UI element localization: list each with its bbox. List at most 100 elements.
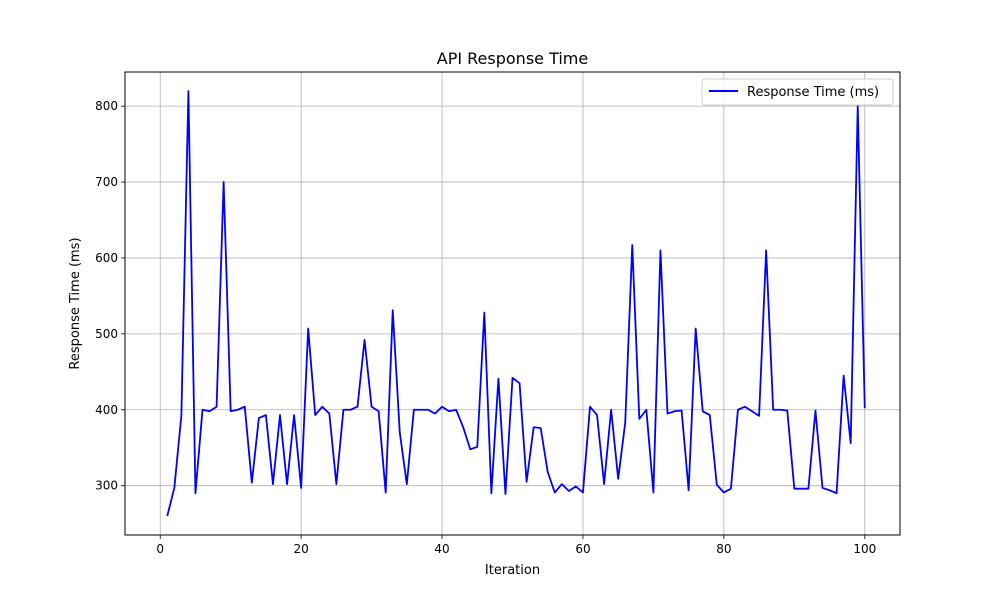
data-point <box>342 409 344 411</box>
data-point <box>448 410 450 412</box>
data-point <box>258 417 260 419</box>
data-point <box>406 483 408 485</box>
data-point <box>237 409 239 411</box>
data-point <box>194 492 196 494</box>
data-point <box>215 406 217 408</box>
data-point <box>624 421 626 423</box>
x-axis-ticks: 0 20 40 60 80 100 <box>156 535 876 556</box>
data-point <box>779 409 781 411</box>
data-point <box>384 491 386 493</box>
x-tick-label: 0 <box>156 542 164 556</box>
data-point <box>539 427 541 429</box>
data-point <box>835 492 837 494</box>
data-point <box>610 409 612 411</box>
data-point <box>420 409 422 411</box>
data-point <box>525 481 527 483</box>
data-point <box>568 490 570 492</box>
data-point <box>603 483 605 485</box>
data-point <box>279 414 281 416</box>
data-point <box>476 446 478 448</box>
data-point <box>392 309 394 311</box>
legend-label: Response Time (ms) <box>747 85 879 100</box>
data-point <box>328 412 330 414</box>
data-point <box>455 409 457 411</box>
data-point <box>434 412 436 414</box>
y-tick-label: 500 <box>95 327 118 341</box>
data-point <box>265 414 267 416</box>
data-point <box>413 409 415 411</box>
y-tick-label: 400 <box>95 403 118 417</box>
data-point <box>222 181 224 183</box>
data-point <box>490 492 492 494</box>
data-point <box>730 488 732 490</box>
data-point <box>229 410 231 412</box>
y-tick-label: 600 <box>95 251 118 265</box>
data-point <box>751 410 753 412</box>
data-point <box>737 409 739 411</box>
data-point <box>765 249 767 251</box>
data-point <box>504 493 506 495</box>
grid <box>125 72 900 535</box>
data-point <box>293 414 295 416</box>
y-axis-label: Response Time (ms) <box>68 237 83 369</box>
data-point <box>356 406 358 408</box>
data-point <box>814 409 816 411</box>
data-point <box>631 244 633 246</box>
plot-frame <box>124 71 901 536</box>
data-point <box>377 410 379 412</box>
data-point <box>399 431 401 433</box>
data-point <box>441 406 443 408</box>
data-point <box>469 448 471 450</box>
data-point <box>497 377 499 379</box>
data-point <box>645 409 647 411</box>
data-point <box>511 377 513 379</box>
data-point <box>702 410 704 412</box>
data-point <box>286 483 288 485</box>
data-point <box>370 406 372 408</box>
data-point <box>547 471 549 473</box>
data-point <box>244 406 246 408</box>
data-point <box>314 414 316 416</box>
legend: Response Time (ms) <box>701 78 894 106</box>
data-point <box>554 491 556 493</box>
x-tick-label: 60 <box>575 542 590 556</box>
data-point <box>652 491 654 493</box>
response-time-series-line <box>166 90 866 517</box>
y-tick-label: 800 <box>95 99 118 113</box>
x-tick-label: 40 <box>434 542 449 556</box>
x-tick-label: 80 <box>716 542 731 556</box>
data-point <box>864 407 866 409</box>
data-point <box>793 488 795 490</box>
data-point <box>800 488 802 490</box>
data-point <box>208 410 210 412</box>
data-point <box>638 418 640 420</box>
data-point <box>589 406 591 408</box>
data-point <box>201 409 203 411</box>
data-point <box>659 249 661 251</box>
legend-box <box>701 78 894 106</box>
data-point <box>561 483 563 485</box>
data-point <box>842 374 844 376</box>
data-point <box>427 409 429 411</box>
data-point <box>716 484 718 486</box>
data-point <box>300 487 302 489</box>
data-point <box>680 409 682 411</box>
series-layer <box>166 90 866 517</box>
x-axis-label: Iteration <box>485 563 540 578</box>
data-point <box>532 426 534 428</box>
y-axis-ticks: 300 400 500 600 700 800 <box>95 99 125 493</box>
data-point <box>828 489 830 491</box>
data-point <box>349 409 351 411</box>
data-point <box>166 515 168 517</box>
data-point <box>173 487 175 489</box>
data-point <box>666 412 668 414</box>
data-point <box>821 487 823 489</box>
y-tick-label: 700 <box>95 175 118 189</box>
data-point <box>335 483 337 485</box>
data-point <box>758 415 760 417</box>
data-point <box>307 327 309 329</box>
x-tick-label: 100 <box>853 542 876 556</box>
data-point <box>596 414 598 416</box>
